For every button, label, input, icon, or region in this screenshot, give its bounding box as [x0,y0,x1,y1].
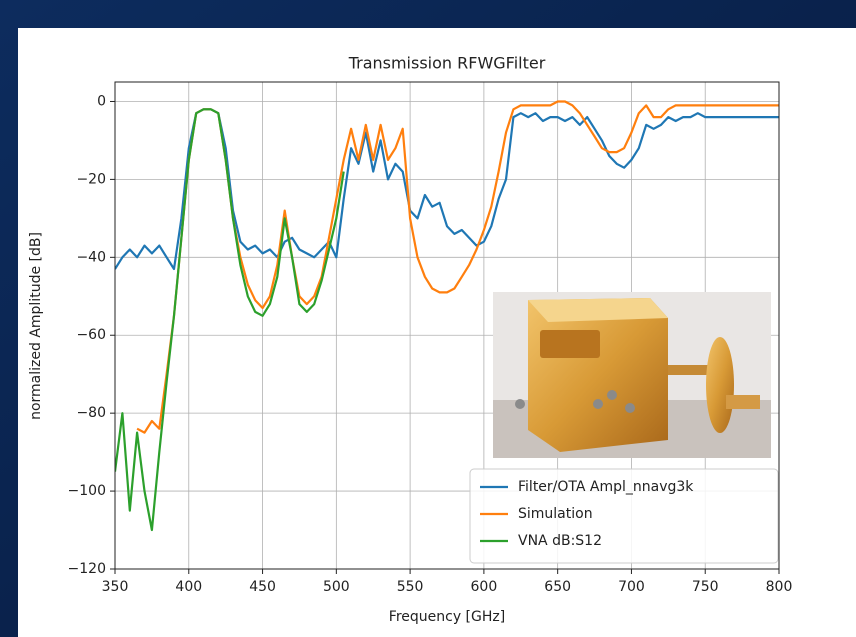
legend-label: Simulation [518,506,593,522]
x-tick-label: 450 [249,579,276,595]
series-line [115,108,345,532]
x-tick-label: 550 [397,579,424,595]
x-axis-label: Frequency [GHz] [389,609,505,625]
x-tick-label: 400 [175,579,202,595]
x-tick-label: 750 [692,579,719,595]
x-tick-label: 600 [471,579,498,595]
y-tick-label: −40 [76,249,106,265]
chart-title: Transmission RFWGFilter [348,54,546,73]
x-tick-label: 700 [618,579,645,595]
legend-box [469,468,779,564]
plot-frame [114,81,780,570]
series-line [136,100,779,434]
x-tick-label: 650 [544,579,571,595]
inset-photo [493,292,771,458]
x-tick-label: 800 [766,579,793,595]
y-tick-label: −60 [76,327,106,343]
legend-label: VNA dB:S12 [518,533,602,549]
y-tick-label: −120 [68,561,106,577]
y-tick-label: −100 [68,483,106,499]
x-tick-label: 500 [323,579,350,595]
series-line [115,108,779,271]
x-tick-label: 350 [102,579,129,595]
legend-label: Filter/OTA Ampl_nnavg3k [518,479,694,495]
y-axis-label: normalized Amplitude [dB] [28,232,44,420]
y-tick-label: −20 [76,171,106,187]
y-tick-label: 0 [97,93,106,109]
y-tick-label: −80 [76,405,106,421]
